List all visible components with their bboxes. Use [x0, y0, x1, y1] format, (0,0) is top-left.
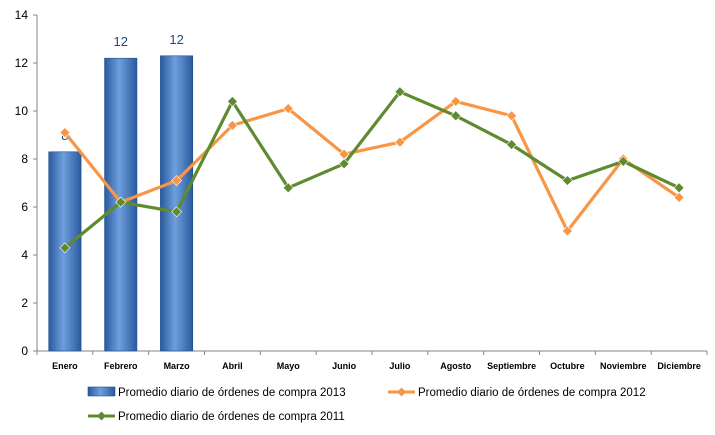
- legend: Promedio diario de órdenes de compra 201…: [87, 386, 646, 423]
- data-point: [115, 196, 127, 208]
- y-tick-label: 12: [15, 56, 29, 70]
- legend-item: Promedio diario de órdenes de compra 201…: [388, 387, 646, 399]
- data-point: [450, 110, 462, 122]
- data-point: [226, 119, 238, 131]
- data-point: [59, 242, 71, 254]
- x-tick-label: Febrero: [104, 361, 138, 371]
- series-line: [63, 99, 680, 233]
- y-tick-label: 6: [21, 200, 28, 214]
- x-tick-label: Noviembre: [600, 361, 647, 371]
- data-point: [450, 95, 462, 107]
- legend-marker: [97, 411, 106, 421]
- x-tick-label: Julio: [389, 361, 411, 371]
- data-point: [561, 225, 573, 237]
- data-point: [617, 155, 629, 167]
- data-point: [226, 95, 238, 107]
- data-point: [171, 175, 183, 187]
- y-tick-label: 2: [21, 296, 28, 310]
- data-point: [506, 110, 518, 122]
- x-tick-label: Junio: [332, 361, 357, 371]
- legend-swatch: [87, 386, 116, 397]
- legend-label: Promedio diario de órdenes de compra 201…: [118, 387, 346, 399]
- series-line: [63, 90, 680, 250]
- data-point: [282, 182, 294, 194]
- x-tick-label: Octubre: [550, 361, 585, 371]
- data-point: [338, 158, 350, 170]
- x-tick-label: Mayo: [277, 361, 301, 371]
- bar-data-label: 12: [169, 32, 183, 47]
- bar-data-label: 12: [114, 34, 128, 49]
- legend-label: Promedio diario de órdenes de compra 201…: [418, 387, 646, 399]
- y-tick-label: 0: [21, 344, 28, 358]
- x-tick-label: Enero: [52, 361, 78, 371]
- x-tick-label: Septiembre: [487, 361, 536, 371]
- bar: [160, 55, 194, 352]
- plot-area: 0 2 4 6 8 10 12 14 Enero Febrero Marzo Abril Mayo Jun…: [15, 8, 708, 371]
- data-point: [506, 139, 518, 151]
- y-tick-label: 14: [15, 8, 29, 22]
- data-point: [673, 191, 685, 203]
- data-point: [394, 86, 406, 98]
- legend-label: Promedio diario de órdenes de compra 201…: [118, 411, 345, 423]
- data-point: [673, 182, 685, 194]
- data-point: [282, 103, 294, 115]
- x-tick-label: Marzo: [164, 361, 191, 371]
- y-tick-label: 4: [21, 248, 28, 262]
- data-point: [561, 175, 573, 187]
- y-tick-label: 10: [15, 104, 29, 118]
- data-point: [59, 127, 71, 139]
- data-point: [394, 136, 406, 148]
- x-tick-label: Abril: [222, 361, 243, 371]
- y-tick-label: 8: [21, 152, 28, 166]
- legend-marker: [397, 387, 406, 397]
- data-point: [171, 206, 183, 218]
- x-tick-label: Agosto: [440, 361, 471, 371]
- legend-item: Promedio diario de órdenes de compra 201…: [87, 386, 346, 399]
- x-tick-label: Diciembre: [657, 361, 701, 371]
- legend-item: Promedio diario de órdenes de compra 201…: [88, 411, 345, 423]
